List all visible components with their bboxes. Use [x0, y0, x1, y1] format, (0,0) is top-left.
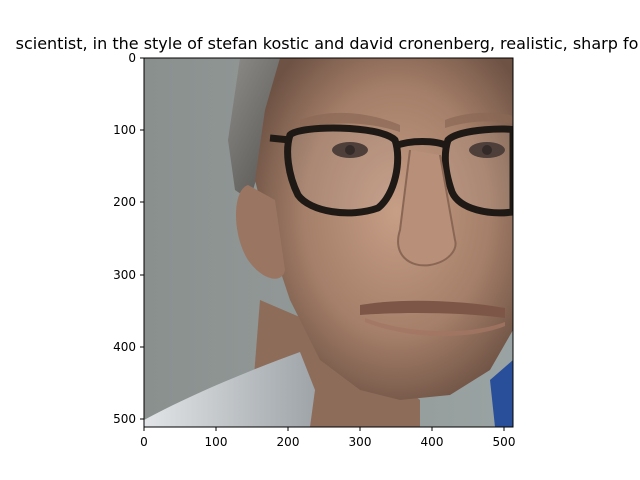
glasses-right-lens	[441, 125, 513, 217]
shirt-collar	[490, 360, 513, 427]
figure-title: scientist, in the style of stefan kostic…	[16, 34, 639, 53]
left-pupil	[345, 145, 355, 155]
y-tick-label: 0	[128, 51, 136, 65]
x-axis: 0 100 200 300 400 500	[140, 427, 515, 449]
x-tick-label: 100	[205, 435, 228, 449]
y-tick-label: 100	[113, 123, 136, 137]
ear	[236, 185, 285, 279]
brow	[300, 112, 400, 132]
y-tick-label: 500	[113, 412, 136, 426]
y-axis: 0 100 200 300 400 500	[113, 51, 144, 426]
y-tick-label: 400	[113, 340, 136, 354]
right-pupil	[482, 145, 492, 155]
x-tick-label: 200	[277, 435, 300, 449]
portrait-image	[144, 58, 513, 427]
x-tick-label: 500	[493, 435, 516, 449]
y-tick-label: 200	[113, 195, 136, 209]
brow-right	[445, 112, 513, 128]
mouth	[360, 300, 505, 318]
lab-coat	[144, 352, 315, 427]
glasses-left-lens	[284, 124, 402, 217]
lower-lip	[365, 318, 505, 337]
x-tick-label: 0	[140, 435, 148, 449]
y-tick-label: 300	[113, 268, 136, 282]
glasses-bridge	[393, 138, 450, 150]
glasses-arm	[269, 134, 291, 144]
x-tick-label: 300	[349, 435, 372, 449]
glasses	[269, 124, 513, 217]
x-tick-label: 400	[421, 435, 444, 449]
axes-frame	[143, 57, 514, 428]
nose	[397, 149, 457, 267]
